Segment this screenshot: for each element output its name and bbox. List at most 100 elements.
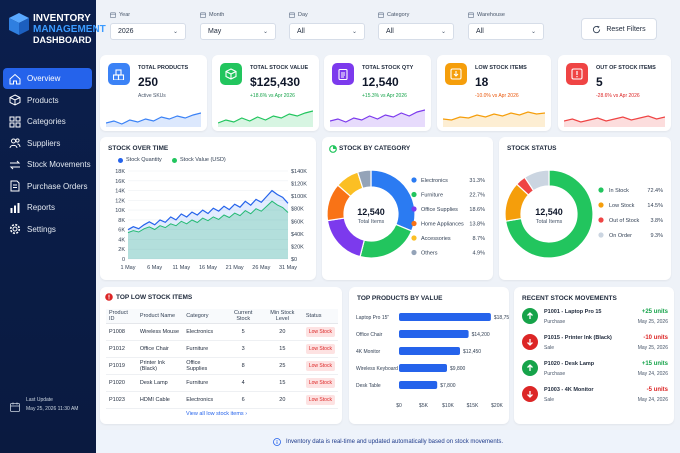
download-box-icon xyxy=(450,68,462,80)
sidebar-item-stock-movements[interactable]: Stock Movements xyxy=(3,154,92,175)
legend-category: Furniture xyxy=(421,193,443,199)
month-select[interactable]: May ⌄ xyxy=(200,23,276,40)
reset-filters-button[interactable]: Reset Filters xyxy=(581,18,657,40)
legend-dot xyxy=(411,220,417,227)
movement-date: May 24, 2026 xyxy=(637,371,668,377)
sidebar-item-purchase-orders[interactable]: Purchase Orders xyxy=(3,176,92,197)
kpi-title: TOTAL STOCK QTY xyxy=(362,65,414,71)
sidebar-item-suppliers[interactable]: Suppliers xyxy=(3,133,92,154)
calendar-small-icon xyxy=(110,12,116,18)
table-row[interactable]: P1019 Printer Ink (Black) Office Supplies 8… xyxy=(106,357,338,375)
bar-x-tick: $10K xyxy=(442,403,454,409)
category-select[interactable]: All ⌄ xyxy=(378,23,454,40)
legend-dot xyxy=(598,217,604,223)
select-value: All xyxy=(386,28,394,35)
arrow-up-icon xyxy=(522,360,538,376)
legend-dot xyxy=(598,202,604,208)
legend-stock-quantity: Stock Quantity xyxy=(118,157,162,163)
sidebar-item-products[interactable]: Products xyxy=(3,90,92,111)
movement-type: Sale xyxy=(544,345,555,351)
footer-text: Inventory data is real-time and updated … xyxy=(285,438,504,445)
warehouse-select[interactable]: All ⌄ xyxy=(468,23,544,40)
sidebar-item-label: Settings xyxy=(27,224,56,234)
y-tick-right: $120K xyxy=(291,182,307,188)
bar-category-label: Office Chair xyxy=(356,332,383,338)
kpi-icon-box xyxy=(108,63,130,85)
stock-by-category-title: STOCK BY CATEGORY xyxy=(339,145,411,152)
day-select[interactable]: All ⌄ xyxy=(289,23,365,40)
kpi-sparkline xyxy=(106,112,201,127)
view-all-low-stock-link[interactable]: View all low stock items › xyxy=(186,411,247,417)
sidebar-item-settings[interactable]: Settings xyxy=(3,219,92,240)
calendar-small-icon xyxy=(378,12,384,18)
kpi-icon-box xyxy=(566,63,588,85)
y-tick-left: 12K xyxy=(115,198,125,204)
sidebar: INVENTORY MANAGEMENT DASHBOARD Overview P… xyxy=(0,0,106,453)
filter-label-text: Category xyxy=(387,12,410,18)
sidebar-item-reports[interactable]: Reports xyxy=(3,197,92,218)
movement-item[interactable]: P1003 - 4K Monitor Sale -5 units May 24, 20… xyxy=(522,385,668,409)
x-tick: 11 May xyxy=(173,265,191,271)
table-cell: Low Stock xyxy=(302,374,338,392)
filter-category: Category All ⌄ xyxy=(378,11,454,40)
table-cell: 6 xyxy=(224,391,262,409)
movement-item[interactable]: P1020 - Desk Lamp Purchase +15 units May 24… xyxy=(522,359,668,383)
legend-percent: 9.3% xyxy=(650,233,663,239)
table-cell: Low Stock xyxy=(302,323,338,341)
bar xyxy=(399,347,460,355)
chevron-down-icon: ⌄ xyxy=(262,29,268,35)
select-value: 2026 xyxy=(118,28,134,35)
y-tick-right: $140K xyxy=(291,169,307,175)
info-icon xyxy=(273,437,281,446)
movement-type: Sale xyxy=(544,397,555,403)
sidebar-item-overview[interactable]: Overview xyxy=(3,68,92,89)
movement-name: P1015 - Printer Ink (Black) xyxy=(544,335,612,341)
bar-x-tick: $0 xyxy=(396,403,402,409)
table-cell: 20 xyxy=(261,391,303,409)
kpi-low-stock-items: LOW STOCK ITEMS 18 -10.0% vs Apr 2026 xyxy=(437,55,551,131)
clipboard-icon xyxy=(338,68,348,80)
filter-label: Year xyxy=(110,11,186,19)
table-header-row: Product ID Product Name Category Current St… xyxy=(106,309,338,324)
table-cell: Electronics xyxy=(183,391,225,409)
sparkline-area xyxy=(443,112,545,127)
stock-status-card: STOCK STATUS 12,540 Total Items In Stock 72… xyxy=(499,137,671,280)
table-cell: 15 xyxy=(261,340,303,358)
kpi-sparkline xyxy=(564,115,665,127)
bar-category-label: Wireless Keyboard xyxy=(356,366,398,372)
stock-quantity-line xyxy=(127,189,289,231)
table-row[interactable]: P1012 Office Chair Furniture 3 15 Low Stock xyxy=(106,340,338,358)
sparkline-line xyxy=(330,109,425,123)
home-icon xyxy=(9,73,21,84)
donut-slice-on-order xyxy=(523,169,550,192)
table-row[interactable]: P1008 Wireless Mouse Electronics 5 20 Low Sto… xyxy=(106,323,338,341)
year-select[interactable]: 2026 ⌄ xyxy=(110,23,186,40)
filter-label-text: Warehouse xyxy=(477,12,505,18)
legend-dot xyxy=(411,249,417,256)
movement-type: Purchase xyxy=(544,319,566,325)
table-header-cell: Status xyxy=(302,309,338,324)
bar-category-label: 4K Monitor xyxy=(356,349,381,355)
legend-status: On Order xyxy=(609,233,632,239)
filter-label-text: Day xyxy=(298,12,308,18)
filter-label-text: Year xyxy=(119,12,131,18)
stock-status-title: STOCK STATUS xyxy=(507,145,557,152)
legend-percent: 4.9% xyxy=(472,251,485,257)
movement-name: P1003 - 4K Monitor xyxy=(544,387,594,393)
sparkline-area xyxy=(330,110,425,127)
donut-slice-furniture xyxy=(359,223,413,259)
legend-percent: 31.3% xyxy=(469,178,485,184)
table-row[interactable]: P1023 HDMI Cable Electronics 6 20 Low Stock xyxy=(106,391,338,409)
movement-item[interactable]: P1015 - Printer Ink (Black) Sale -10 units… xyxy=(522,333,668,357)
legend-dot xyxy=(411,235,417,241)
kpi-value: 12,540 xyxy=(362,75,399,89)
legend-dot xyxy=(411,206,417,212)
filter-day: Day All ⌄ xyxy=(289,11,365,40)
table-cell: 4 xyxy=(224,374,262,392)
movement-date: May 25, 2026 xyxy=(637,319,668,325)
stock-value-line xyxy=(127,200,289,234)
movement-item[interactable]: P1001 - Laptop Pro 15 Purchase +25 units Ma… xyxy=(522,307,668,331)
table-row[interactable]: P1020 Desk Lamp Furniture 4 15 Low Stock xyxy=(106,374,338,392)
sidebar-item-categories[interactable]: Categories xyxy=(3,111,92,132)
table-cell: Furniture xyxy=(183,340,225,358)
